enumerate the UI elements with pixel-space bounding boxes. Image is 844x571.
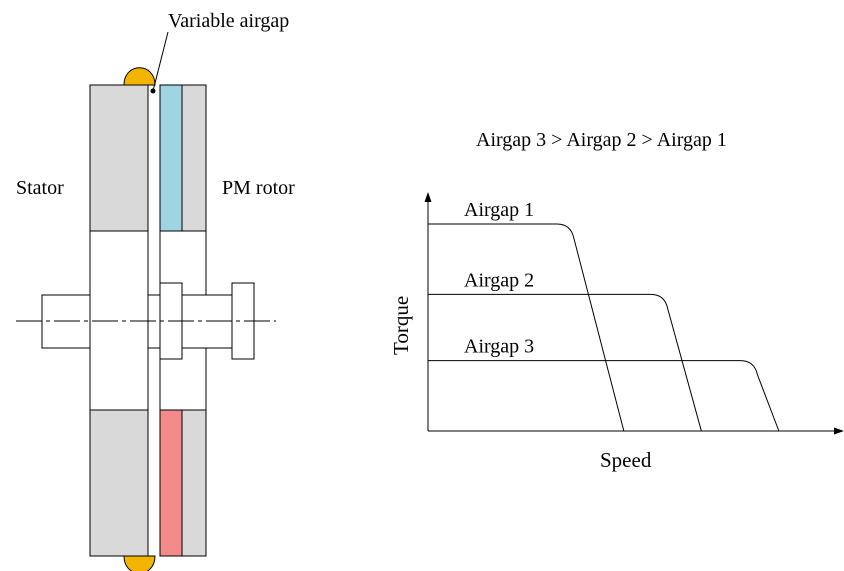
curve-label-airgap-3: Airgap 3 (464, 336, 534, 358)
curve-airgap-2 (428, 293, 702, 432)
machine-diagram: Variable airgap Stator PM rotor (16, 10, 295, 571)
bottom-end-winding (123, 555, 156, 571)
rotor-label: PM rotor (222, 177, 295, 199)
curve-label-airgap-2: Airgap 2 (464, 269, 534, 291)
top-end-winding (123, 67, 156, 86)
y-axis-arrow (424, 192, 432, 202)
curve-airgap-1 (428, 223, 625, 432)
magnet-top (159, 84, 183, 232)
variable-airgap-label: Variable airgap (168, 10, 289, 32)
stator-label: Stator (16, 177, 64, 199)
curve-label-airgap-1: Airgap 1 (464, 199, 534, 221)
airgap-leader (152, 31, 169, 92)
torque-curves: Airgap 1 Airgap 2 Airgap 3 (428, 199, 780, 432)
y-axis-label: Torque (389, 296, 413, 355)
chart-caption: Airgap 3 > Airgap 2 > Airgap 1 (476, 129, 727, 151)
torque-speed-chart: Airgap 3 > Airgap 2 > Airgap 1 Speed Tor… (389, 129, 844, 472)
stator-core-bottom (89, 409, 149, 557)
stator-core-top (89, 84, 149, 232)
x-axis-label: Speed (600, 448, 652, 472)
curve-airgap-3 (428, 360, 780, 432)
magnet-bottom (159, 409, 183, 557)
x-axis-arrow (834, 427, 844, 435)
